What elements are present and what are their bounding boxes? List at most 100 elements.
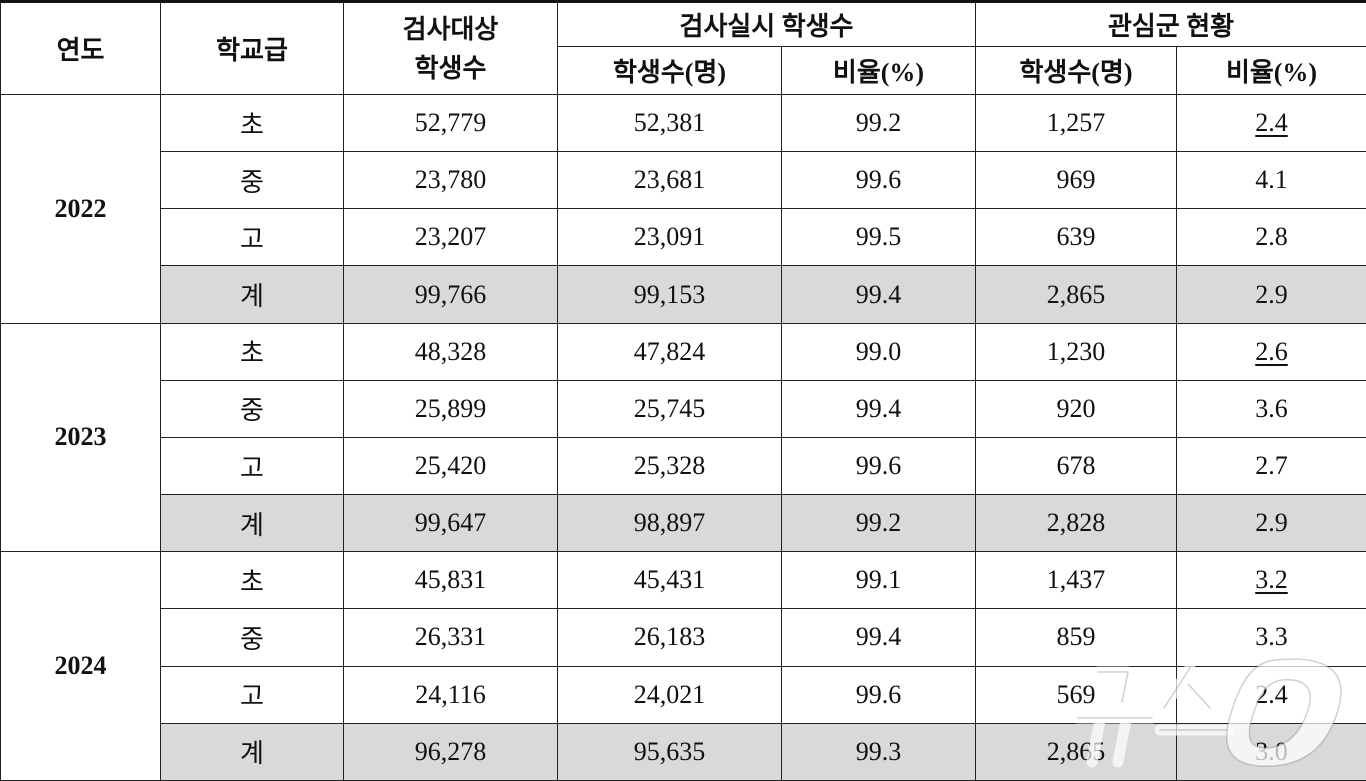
concern-ratio-cell: 3.0 [1176,722,1366,781]
tested-ratio-cell-value: 99.6 [855,165,902,195]
header-concern-ratio: 비율(%) [1176,46,1366,95]
school-level-cell-value: 고 [240,453,264,483]
target-students-cell-value: 48,328 [414,336,487,366]
concern-ratio-cell-value: 3.0 [1255,736,1288,766]
tested-count-cell: 47,824 [557,322,782,381]
concern-ratio-cell-value: 2.7 [1255,451,1288,481]
tested-ratio-cell-value: 99.4 [855,622,902,652]
target-students-cell: 25,420 [343,436,558,496]
table-row: 고 24,116 24,021 99.6 569 2.4 [1,665,1366,724]
tested-count-cell-value: 23,091 [633,222,706,252]
concern-ratio-cell: 2.4 [1176,93,1366,153]
school-level-cell: 고 [160,436,344,496]
tested-ratio-cell: 99.5 [780,208,977,267]
target-students-cell: 25,899 [343,379,558,438]
school-level-cell: 중 [160,379,344,438]
table-row: 2024 초 45,831 45,431 99.1 1,437 3.2 [0,551,1366,781]
target-students-cell: 96,278 [343,722,558,781]
concern-count-cell-value: 920 [1056,393,1096,423]
concern-count-cell-value: 969 [1056,165,1096,195]
table-row-total: 계 99,647 98,897 99.2 2,828 2.9 [1,494,1366,553]
table-row-total: 계 99,766 99,153 99.4 2,865 2.9 [1,265,1366,324]
table-row: 중 23,780 23,681 99.6 969 4.1 [1,151,1366,210]
concern-count-cell-value: 1,437 [1046,565,1106,595]
concern-ratio-cell-value: 2.6 [1255,336,1288,366]
school-level-cell-value: 중 [240,167,264,197]
concern-count-cell-value: 569 [1056,679,1096,709]
target-students-cell: 23,780 [343,151,558,210]
school-level-cell: 계 [160,265,344,324]
tested-count-cell-value: 99,153 [633,279,706,309]
school-level-cell-value: 초 [240,339,264,369]
target-students-cell-value: 96,278 [414,736,487,766]
table-row: 2023 초 48,328 47,824 99.0 1,230 2.6 [0,322,1366,553]
tested-ratio-cell: 99.6 [780,151,977,210]
header-target-students: 검사대상 학생수 [343,0,558,95]
tested-count-cell: 52,381 [557,93,782,153]
tested-ratio-cell-value: 99.5 [855,222,902,252]
concern-count-cell-value: 639 [1056,222,1096,252]
target-students-cell-value: 23,780 [414,165,487,195]
concern-ratio-cell: 3.2 [1176,551,1366,610]
tested-count-cell-value: 47,824 [633,336,706,366]
concern-ratio-cell: 2.9 [1176,265,1366,324]
concern-ratio-cell: 2.9 [1176,494,1366,553]
concern-count-cell-value: 678 [1056,451,1096,481]
concern-count-cell-value: 2,865 [1046,736,1106,766]
tested-count-cell-value: 26,183 [633,622,706,652]
concern-ratio-cell: 4.1 [1176,151,1366,210]
concern-count-cell: 2,828 [975,494,1178,553]
school-level-cell-value: 계 [240,739,264,769]
tested-ratio-cell: 99.4 [780,379,977,438]
target-students-cell: 52,779 [343,93,558,153]
concern-ratio-cell: 3.6 [1176,379,1366,438]
concern-count-cell-value: 1,257 [1046,108,1106,138]
header-tested-group: 검사실시 학생수 [556,0,977,47]
tested-count-cell: 25,328 [557,436,782,496]
tested-count-cell: 23,681 [557,151,782,210]
school-level-cell-value: 계 [240,282,264,312]
tested-ratio-cell-value: 99.4 [855,279,902,309]
tested-count-cell-value: 24,021 [633,679,706,709]
tested-count-cell-value: 45,431 [633,565,706,595]
concern-ratio-cell-value: 2.4 [1255,679,1288,709]
tested-count-cell-value: 52,381 [633,108,706,138]
tested-count-cell-value: 95,635 [633,736,706,766]
concern-count-cell: 1,437 [975,551,1178,610]
tested-count-cell: 23,091 [557,208,782,267]
concern-count-cell: 969 [975,151,1178,210]
table-row: 고 23,207 23,091 99.5 639 2.8 [1,208,1366,267]
year-cell: 2023 [0,322,161,553]
header-school-level: 학교급 [160,0,344,95]
concern-count-cell: 2,865 [975,722,1178,781]
tested-count-cell: 45,431 [557,551,782,610]
school-level-cell: 고 [160,665,344,724]
school-level-cell-value: 초 [240,110,264,140]
concern-ratio-cell-value: 2.8 [1255,222,1288,252]
table-row: 중 25,899 25,745 99.4 920 3.6 [1,379,1366,438]
concern-count-cell: 678 [975,436,1178,496]
target-students-cell-value: 25,899 [414,393,487,423]
school-level-cell: 고 [160,208,344,267]
school-level-cell: 초 [160,93,344,153]
concern-ratio-cell: 3.3 [1176,608,1366,667]
year-cell: 2024 [0,551,161,781]
table-row-total: 계 96,278 95,635 99.3 2,865 3.0 [1,722,1366,781]
school-level-cell-value: 초 [240,567,264,597]
concern-count-cell: 2,865 [975,265,1178,324]
target-students-cell-value: 45,831 [414,565,487,595]
tested-ratio-cell: 99.4 [780,265,977,324]
school-level-cell-value: 중 [240,396,264,426]
school-level-cell-value: 고 [240,224,264,254]
tested-ratio-cell-value: 99.6 [855,451,902,481]
concern-count-cell: 1,230 [975,322,1178,381]
tested-ratio-cell-value: 99.2 [855,508,902,538]
concern-ratio-cell-value: 2.9 [1255,508,1288,538]
year-cell: 2022 [0,94,161,324]
table-row: 2022 초 52,779 52,381 99.2 1,257 2.4 [0,93,1366,324]
table-body: 2022 초 52,779 52,381 99.2 1,257 2.4 중 23,780 23,6… [0,93,1366,781]
tested-count-cell-value: 23,681 [633,165,706,195]
concern-ratio-cell-value: 3.6 [1255,393,1288,423]
concern-ratio-cell-value: 3.2 [1255,565,1288,595]
concern-count-cell-value: 1,230 [1046,336,1106,366]
